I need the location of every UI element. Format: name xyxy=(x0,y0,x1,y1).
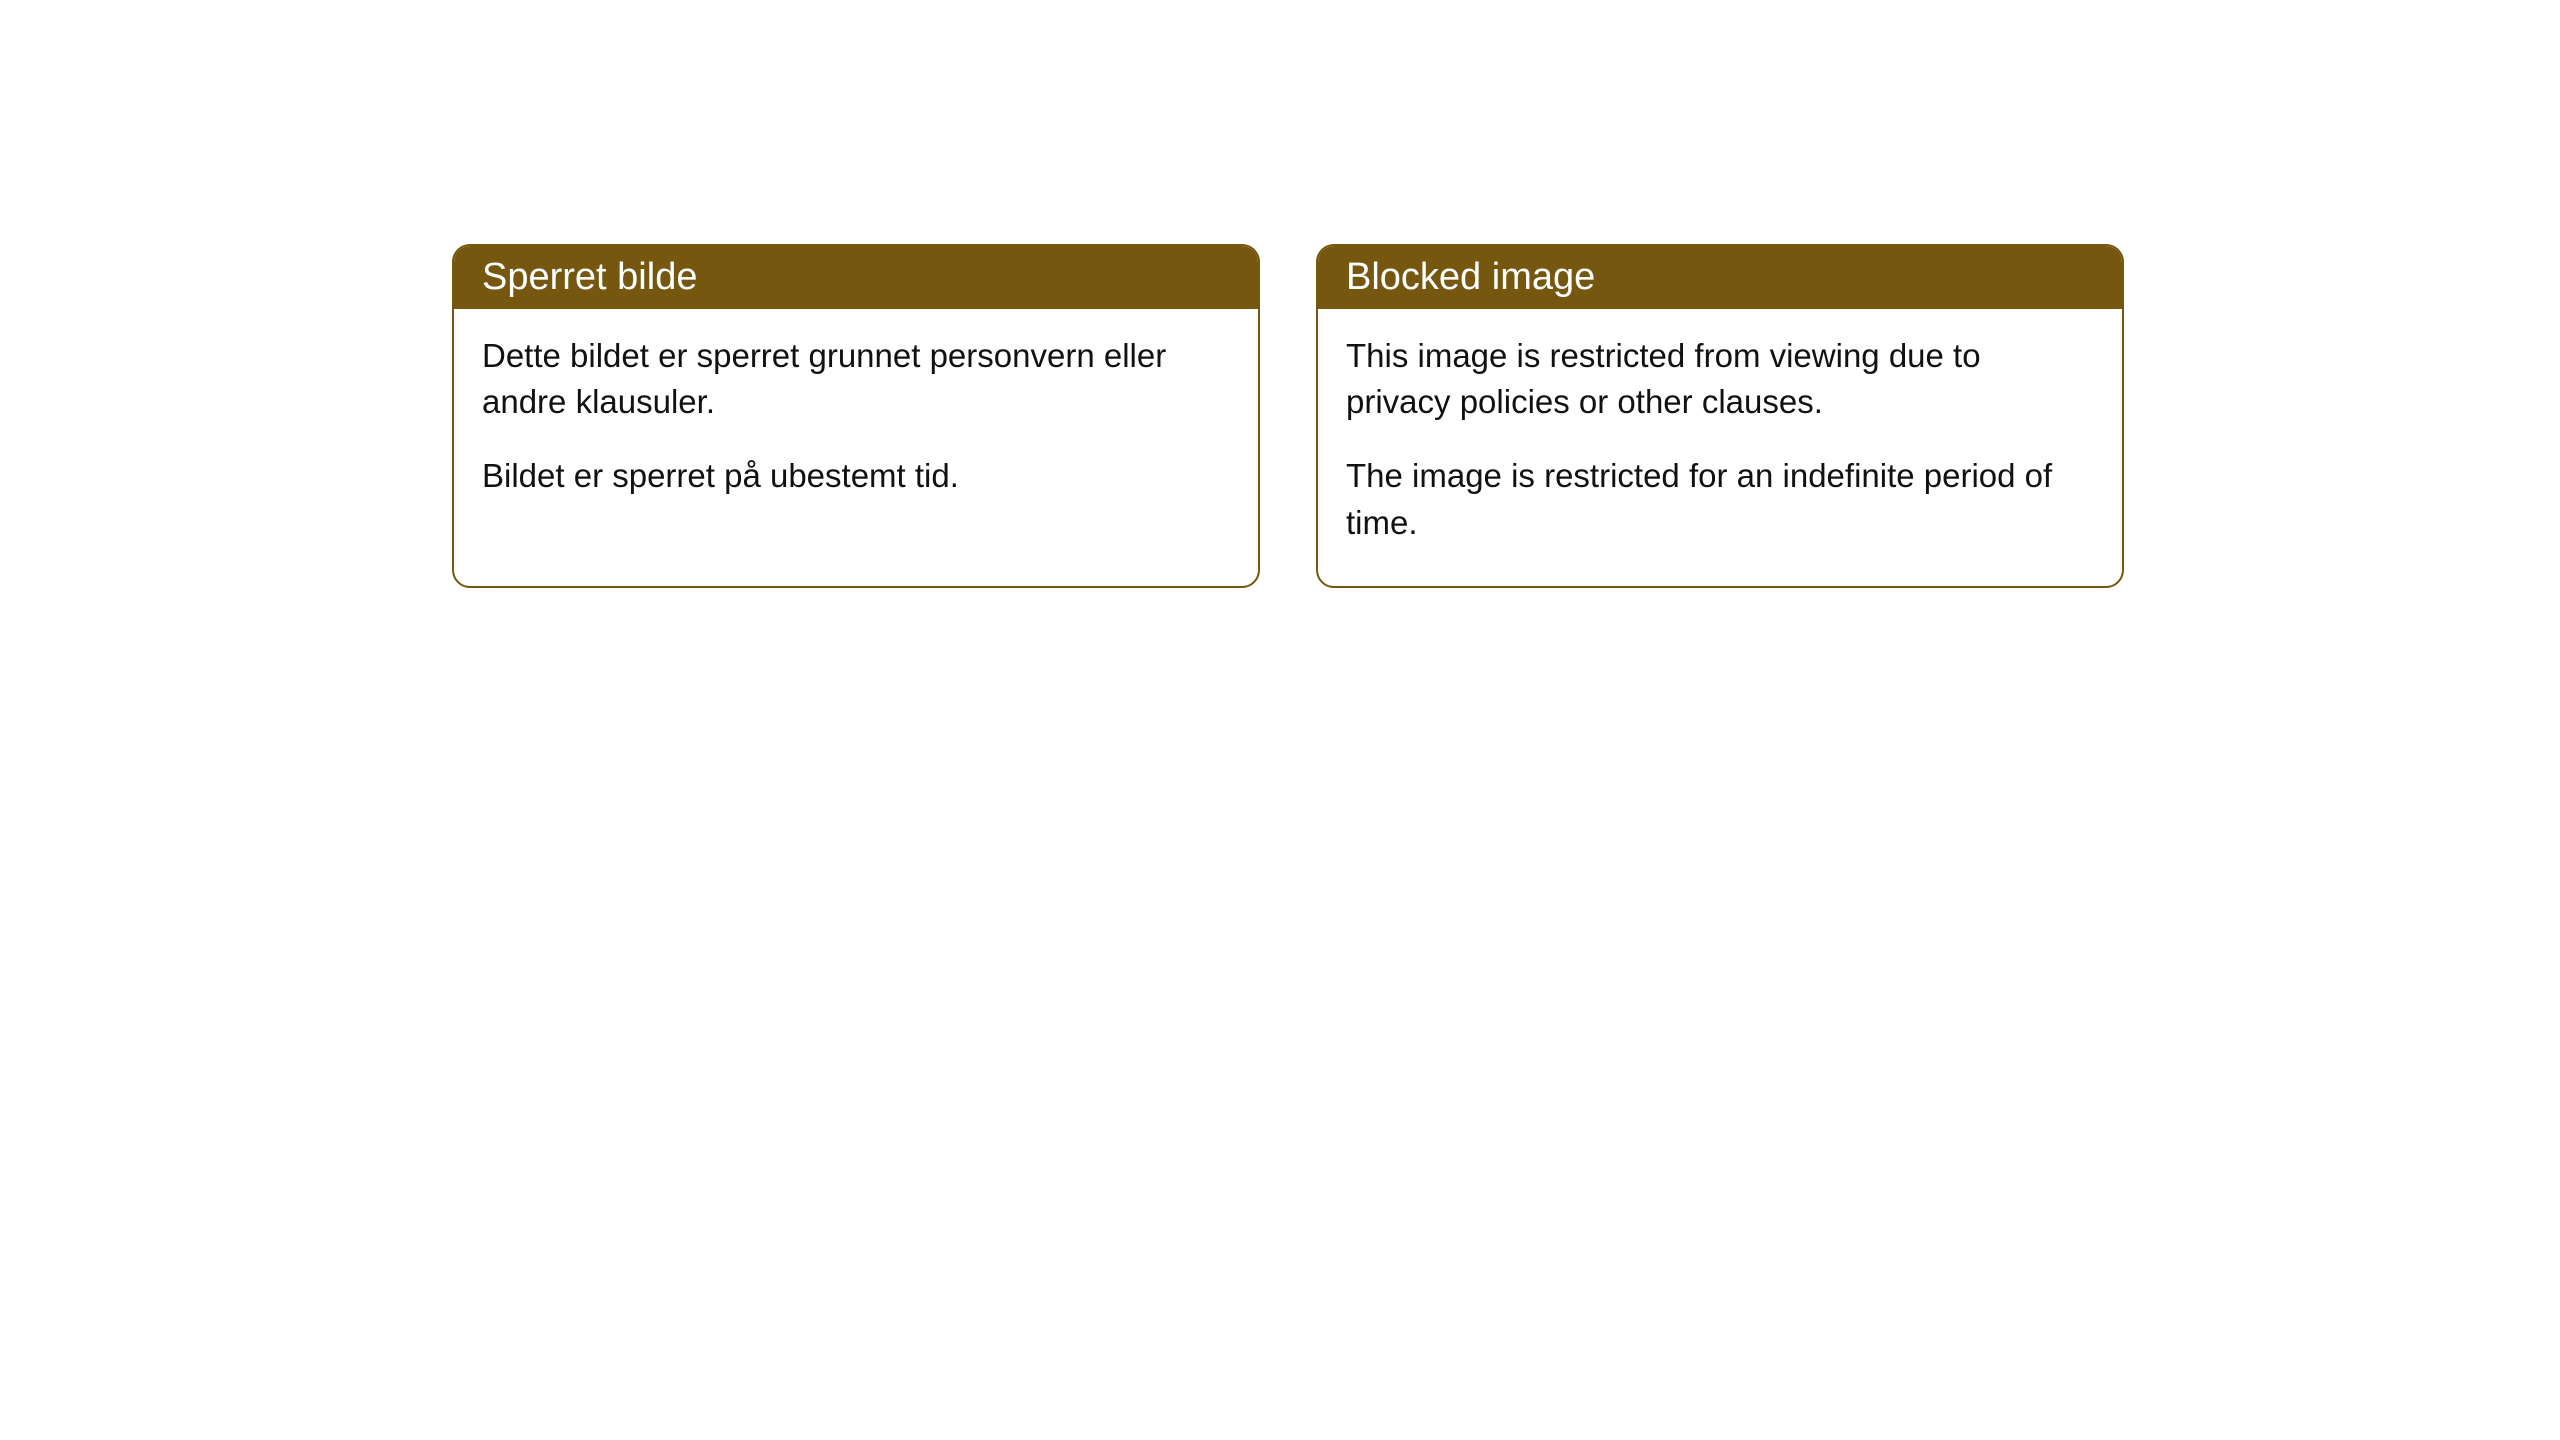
notice-card-english: Blocked image This image is restricted f… xyxy=(1316,244,2124,588)
notice-body: This image is restricted from viewing du… xyxy=(1318,309,2122,586)
notice-paragraph: Dette bildet er sperret grunnet personve… xyxy=(482,333,1230,425)
notice-container: Sperret bilde Dette bildet er sperret gr… xyxy=(0,0,2560,588)
notice-header: Sperret bilde xyxy=(454,246,1258,309)
notice-title: Sperret bilde xyxy=(482,256,697,298)
notice-header: Blocked image xyxy=(1318,246,2122,309)
notice-paragraph: This image is restricted from viewing du… xyxy=(1346,333,2094,425)
notice-body: Dette bildet er sperret grunnet personve… xyxy=(454,309,1258,540)
notice-title: Blocked image xyxy=(1346,256,1595,298)
notice-paragraph: Bildet er sperret på ubestemt tid. xyxy=(482,453,1230,499)
notice-paragraph: The image is restricted for an indefinit… xyxy=(1346,453,2094,545)
notice-card-norwegian: Sperret bilde Dette bildet er sperret gr… xyxy=(452,244,1260,588)
